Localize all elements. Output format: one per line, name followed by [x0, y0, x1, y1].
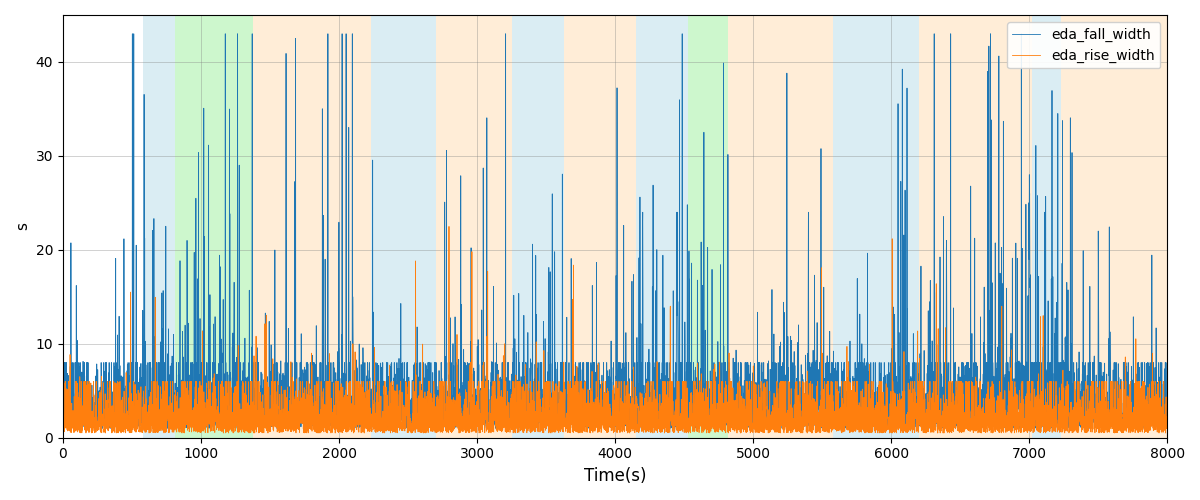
eda_fall_width: [125, 31, 139, 37]
eda_fall_width: [456, 380, 470, 386]
Y-axis label: s: s: [16, 222, 30, 230]
eda_rise_width: [757, 423, 772, 429]
eda_fall_width: [112, 413, 126, 419]
eda_rise_width: [875, 428, 889, 434]
Bar: [436, 15, 511, 438]
eda_fall_width: [709, 408, 724, 414]
Bar: [253, 15, 371, 438]
Bar: [689, 15, 728, 438]
Bar: [371, 15, 436, 438]
eda_fall_width: [757, 376, 772, 382]
Bar: [636, 15, 689, 438]
Bar: [728, 15, 833, 438]
X-axis label: Time(s): Time(s): [584, 467, 647, 485]
Bar: [564, 15, 636, 438]
eda_rise_width: [456, 416, 470, 422]
Bar: [833, 15, 919, 438]
eda_fall_width: [1160, 416, 1175, 422]
Bar: [143, 15, 175, 438]
eda_rise_width: [1160, 424, 1175, 430]
eda_fall_width: [55, 363, 70, 369]
eda_fall_width: [934, 380, 948, 386]
Bar: [1061, 15, 1168, 438]
Line: eda_rise_width: eda_rise_width: [62, 226, 1168, 433]
Legend: eda_fall_width, eda_rise_width: eda_fall_width, eda_rise_width: [1007, 22, 1160, 68]
eda_rise_width: [55, 390, 70, 396]
eda_rise_width: [112, 430, 126, 436]
eda_rise_width: [442, 224, 456, 230]
eda_rise_width: [733, 430, 748, 436]
Bar: [511, 15, 564, 438]
eda_fall_width: [875, 420, 889, 426]
eda_fall_width: [80, 426, 95, 432]
Bar: [1032, 15, 1061, 438]
Line: eda_fall_width: eda_fall_width: [62, 34, 1168, 428]
Bar: [175, 15, 253, 438]
eda_rise_width: [934, 428, 948, 434]
eda_rise_width: [709, 414, 724, 420]
Bar: [919, 15, 1032, 438]
